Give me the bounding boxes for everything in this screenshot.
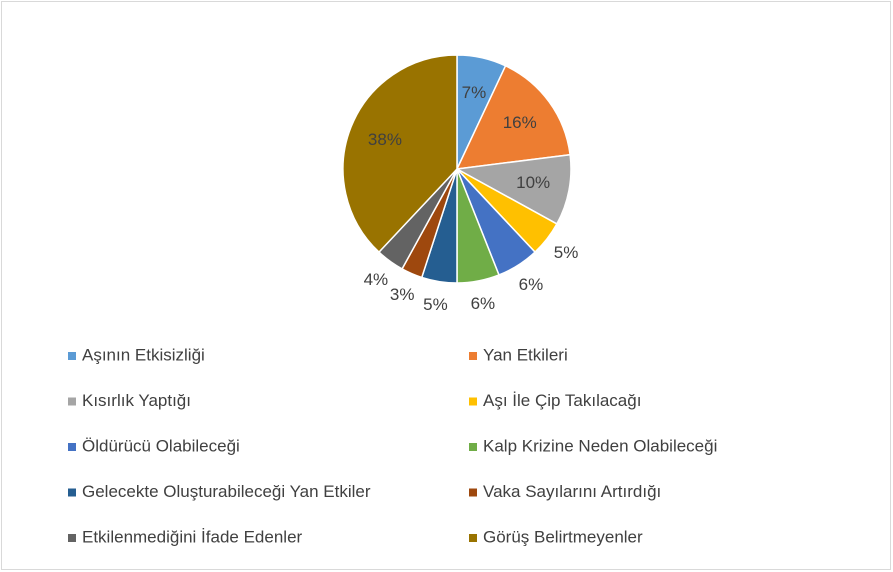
legend-label: Etkilenmediğini İfade Edenler <box>82 527 303 546</box>
legend-label: Yan Etkileri <box>483 345 568 364</box>
legend-label: Aşının Etkisizliği <box>82 345 205 364</box>
pie-slice <box>342 54 458 254</box>
legend-marker <box>469 397 477 406</box>
data-label: 6% <box>519 275 544 294</box>
legend-label: Vaka Sayılarını Artırdığı <box>483 482 661 501</box>
pie-slice <box>455 64 571 170</box>
legend-label: Görüş Belirtmeyenler <box>483 527 643 546</box>
data-label: 3% <box>390 285 415 304</box>
legend-label: Aşı İle Çip Takılacağı <box>483 391 641 410</box>
data-label: 4% <box>364 270 389 289</box>
legend-marker <box>469 352 477 360</box>
legend-marker <box>68 397 76 406</box>
legend-label: Gelecekte Oluşturabileceği Yan Etkiler <box>82 482 371 501</box>
legend-marker <box>469 534 477 542</box>
data-label: 7% <box>462 83 487 102</box>
pie-slice <box>454 153 572 225</box>
data-label: 10% <box>516 173 550 192</box>
legend-marker <box>469 488 477 497</box>
legend-label: Öldürücü Olabileceği <box>82 436 240 455</box>
legend-marker <box>68 488 76 497</box>
data-label: 5% <box>423 295 448 314</box>
data-label: 6% <box>471 294 496 313</box>
data-label: 16% <box>503 113 537 132</box>
legend-marker <box>68 352 76 360</box>
data-label: 5% <box>554 243 579 262</box>
data-label: 38% <box>368 130 402 149</box>
legend-label: Kalp Krizine Neden Olabileceği <box>483 436 717 455</box>
legend-marker <box>469 443 477 451</box>
legend-label: Kısırlık Yaptığı <box>82 391 191 410</box>
legend-marker <box>68 443 76 451</box>
legend-marker <box>68 534 76 542</box>
